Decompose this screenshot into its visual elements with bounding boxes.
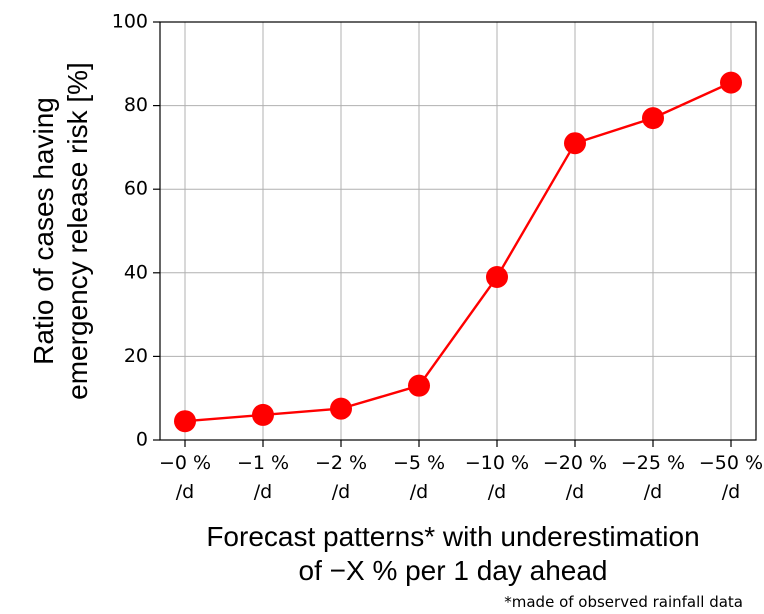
data-point bbox=[174, 410, 196, 433]
data-point bbox=[408, 374, 430, 397]
data-point bbox=[564, 132, 586, 155]
y-tick-label: 100 bbox=[112, 11, 148, 33]
x-tick-label: −25 % bbox=[621, 452, 685, 474]
data-point bbox=[642, 107, 664, 130]
x-tick-label: −20 % bbox=[543, 452, 607, 474]
data-point bbox=[720, 71, 742, 94]
data-point bbox=[252, 403, 274, 426]
series-markers bbox=[174, 71, 742, 433]
x-tick-label: −1 % bbox=[237, 452, 289, 474]
x-tick-label-unit: /d bbox=[644, 481, 662, 503]
x-axis-ticks: −0 % /d −1 % /d −2 % /d −5 % /d −10 % /d −20 % /d −2… bbox=[159, 440, 763, 503]
y-tick-label: 0 bbox=[136, 429, 148, 451]
x-tick-label: −10 % bbox=[465, 452, 529, 474]
x-tick-label-unit: /d bbox=[566, 481, 584, 503]
data-point bbox=[330, 397, 352, 420]
y-axis-ticks: 0 20 40 60 80 100 bbox=[112, 11, 160, 451]
x-axis-title-line-2: of −X % per 1 day ahead bbox=[299, 555, 608, 586]
footnote: *made of observed rainfall data bbox=[504, 593, 743, 611]
y-tick-label: 40 bbox=[124, 261, 148, 283]
y-axis-title-line-2: emergency release risk [%] bbox=[62, 62, 93, 400]
y-tick-label: 20 bbox=[124, 345, 148, 367]
x-tick-label-unit: /d bbox=[410, 481, 428, 503]
x-tick-label-unit: /d bbox=[722, 481, 740, 503]
series-line bbox=[184, 81, 732, 423]
x-axis-title: Forecast patterns* with underestimation bbox=[206, 521, 699, 552]
x-tick-label-unit: /d bbox=[176, 481, 194, 503]
x-tick-label: −5 % bbox=[393, 452, 445, 474]
data-point bbox=[486, 265, 508, 288]
y-tick-label: 80 bbox=[124, 94, 148, 116]
x-tick-label-unit: /d bbox=[332, 481, 350, 503]
plot-area-frame bbox=[159, 21, 757, 441]
y-tick-label: 60 bbox=[124, 178, 148, 200]
y-axis-title: Ratio of cases having bbox=[28, 97, 59, 365]
x-tick-label-unit: /d bbox=[254, 481, 272, 503]
x-tick-label: −2 % bbox=[315, 452, 367, 474]
x-tick-label: −0 % bbox=[159, 452, 211, 474]
x-tick-label-unit: /d bbox=[488, 481, 506, 503]
x-tick-label: −50 % bbox=[699, 452, 763, 474]
grid-lines bbox=[160, 21, 756, 441]
